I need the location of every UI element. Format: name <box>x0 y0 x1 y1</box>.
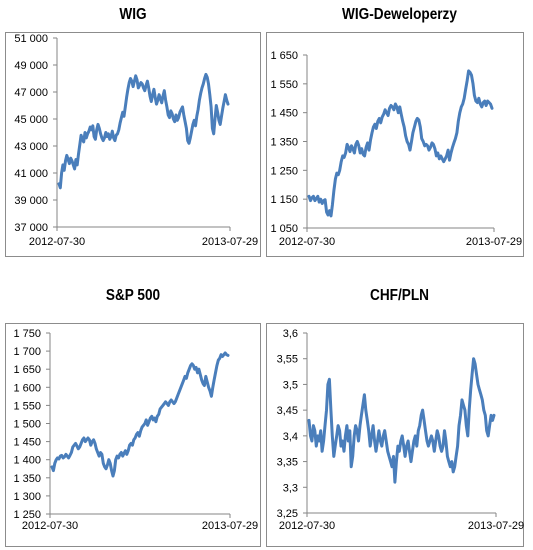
y-tick-label: 1 300 <box>13 491 41 503</box>
y-tick-label: 1 350 <box>270 137 298 149</box>
chart-panel-chfpln: CHF/PLN 3,25 3,3 3,35 3,4 3,45 3,5 3,55 3,6 2012… <box>266 285 533 550</box>
chart-title: WIG-Deweloperzy <box>342 6 457 23</box>
y-tick-label: 3,5 <box>283 379 298 391</box>
y-tick-label: 1 450 <box>13 437 41 449</box>
series-line <box>307 357 496 484</box>
chart-svg-sp500: 1 250 1 300 1 350 1 400 1 450 1 500 1 550 1 600… <box>13 328 258 532</box>
y-tick-label: 41 000 <box>14 168 48 180</box>
x-tick-label-start: 2012-07-30 <box>279 520 335 532</box>
y-tick-label: 1 650 <box>13 364 41 376</box>
y-tick-label: 45 000 <box>14 114 48 126</box>
y-tick-label: 1 650 <box>270 50 298 62</box>
y-tick-label: 3,25 <box>277 508 298 520</box>
y-tick-label: 1 250 <box>270 165 298 177</box>
y-tick-label: 1 500 <box>13 419 41 431</box>
x-tick-label-end: 2013-07-29 <box>202 520 258 532</box>
y-tick-label: 1 250 <box>13 509 41 521</box>
y-tick-label: 3,6 <box>283 328 298 340</box>
chart-title: WIG <box>119 6 147 23</box>
y-tick-label: 1 450 <box>270 108 298 120</box>
chart-title: CHF/PLN <box>370 287 429 304</box>
y-tick-label: 43 000 <box>14 141 48 153</box>
series-line <box>307 69 494 218</box>
y-tick-label: 3,4 <box>283 431 298 443</box>
chart-svg-wig-deweloperzy: 1 050 1 150 1 250 1 350 1 450 1 550 1 650 2012-… <box>270 50 522 248</box>
chart-panel-wig: WIG 37 000 39 000 41 000 43 000 45 000 47 000… <box>0 0 266 265</box>
y-tick-label: 1 550 <box>13 400 41 412</box>
y-tick-label: 1 350 <box>13 473 41 485</box>
y-tick-label: 49 000 <box>14 60 48 72</box>
chart-svg-chfpln: 3,25 3,3 3,35 3,4 3,45 3,5 3,55 3,6 2012-07-30 20… <box>277 328 525 532</box>
y-tick-label: 51 000 <box>14 33 48 45</box>
x-tick-label-start: 2012-07-30 <box>279 236 335 248</box>
y-tick-label: 37 000 <box>14 222 48 234</box>
y-tick-label: 3,3 <box>283 482 298 494</box>
x-tick-label-end: 2013-07-29 <box>466 236 522 248</box>
series-line <box>57 72 230 190</box>
x-tick-label-end: 2013-07-29 <box>468 520 524 532</box>
y-tick-label: 1 050 <box>270 223 298 235</box>
y-tick-label: 39 000 <box>14 195 48 207</box>
y-tick-label: 1 600 <box>13 382 41 394</box>
chart-title: S&P 500 <box>105 287 161 304</box>
x-tick-label-start: 2012-07-30 <box>29 236 85 248</box>
y-tick-label: 3,55 <box>277 354 298 366</box>
y-tick-label: 1 550 <box>270 79 298 91</box>
y-tick-label: 3,35 <box>277 457 298 469</box>
chart-svg-wig: 37 000 39 000 41 000 43 000 45 000 47 000 49 0… <box>14 33 258 248</box>
y-tick-label: 1 700 <box>13 346 41 358</box>
series-line <box>50 351 230 478</box>
x-tick-label-end: 2013-07-29 <box>202 236 258 248</box>
y-tick-label: 1 150 <box>270 194 298 206</box>
y-tick-label: 1 750 <box>13 328 41 340</box>
x-tick-label-start: 2012-07-30 <box>22 520 78 532</box>
chart-frame <box>5 32 261 257</box>
y-tick-label: 1 400 <box>13 455 41 467</box>
y-tick-label: 3,45 <box>277 405 298 417</box>
chart-panel-sp500: S&P 500 1 250 1 300 1 350 1 400 1 450 1 500 1 … <box>0 285 266 550</box>
chart-panel-wig-deweloperzy: WIG-Deweloperzy 1 050 1 150 1 250 1 350 1 45… <box>266 0 533 265</box>
y-tick-label: 47 000 <box>14 87 48 99</box>
chart-frame <box>266 32 524 257</box>
